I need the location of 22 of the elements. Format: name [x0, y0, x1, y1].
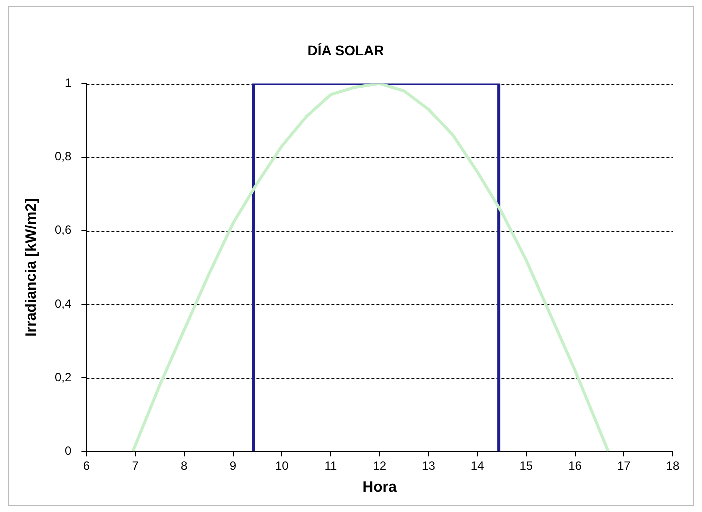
y-tick-label: 0,4 [54, 296, 72, 311]
x-tick-label: 14 [470, 459, 485, 474]
y-tick-label: 0,2 [54, 370, 72, 384]
x-axis-title: Hora [362, 479, 398, 496]
x-tick-label: 16 [568, 459, 582, 474]
x-tick-label: 11 [324, 459, 338, 474]
y-tick-label: 0 [64, 444, 72, 458]
y-tick-label: 0,6 [54, 223, 72, 238]
y-tick-label: 0,8 [54, 150, 72, 164]
x-tick-label: 13 [422, 459, 436, 474]
x-tick-label: 7 [132, 459, 140, 474]
x-tick-label: 17 [617, 459, 632, 474]
x-tick-label: 8 [181, 459, 188, 474]
x-tick-label: 6 [83, 459, 90, 474]
x-tick-label: 15 [520, 459, 534, 474]
y-tick-label: 1 [64, 76, 72, 90]
x-tick-label: 10 [275, 459, 290, 474]
chart-title: DÍA SOLAR [308, 42, 384, 58]
x-tick-label: 9 [230, 459, 237, 474]
x-tick-label: 18 [666, 459, 680, 474]
x-tick-label: 12 [373, 459, 387, 474]
y-axis-title: Irradiancia [kW/m2] [23, 198, 40, 337]
